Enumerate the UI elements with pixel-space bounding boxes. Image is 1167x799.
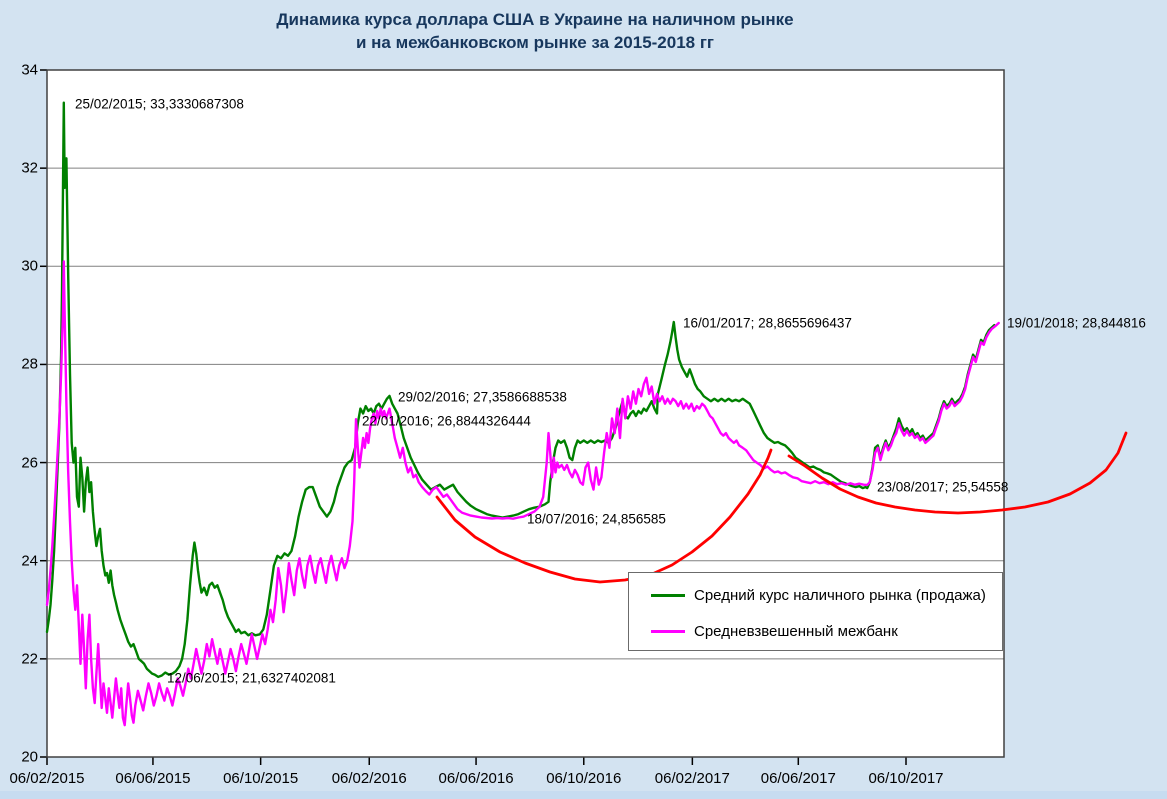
- cash-line-icon: [651, 593, 685, 597]
- legend-label-interbank: Средневзвешенный межбанк: [694, 622, 898, 640]
- data-point-label: 12/06/2015; 21,6327402081: [167, 670, 336, 686]
- interbank-line-icon: [651, 629, 685, 633]
- x-axis-tick-label: 06/06/2015: [115, 770, 191, 787]
- data-point-label: 18/07/2016; 24,856585: [527, 511, 666, 527]
- legend: Средний курс наличного рынка (продажа) С…: [628, 572, 1003, 651]
- data-point-label: 19/01/2018; 28,844816: [1007, 315, 1146, 331]
- plot-border: [46, 69, 1005, 758]
- x-axis-tick-label: 06/02/2016: [331, 770, 407, 787]
- chart-title-line2: и на межбанковском рынке за 2015-2018 гг: [355, 33, 715, 52]
- data-point-label: 25/02/2015; 33,3330687308: [75, 96, 244, 112]
- data-point-label: 29/02/2016; 27,3586688538: [398, 389, 567, 405]
- x-axis-tick-label: 06/10/2015: [223, 770, 299, 787]
- chart-title-line1: Динамика курса доллара США в Украине на …: [276, 10, 794, 29]
- x-axis-tick-label: 06/10/2016: [546, 770, 622, 787]
- x-axis-tick-label: 06/06/2017: [760, 770, 836, 787]
- y-axis-tick-label: 32: [21, 159, 38, 177]
- y-axis-tick-label: 22: [21, 650, 38, 668]
- y-axis-tick-label: 34: [21, 61, 38, 79]
- data-point-label: 16/01/2017; 28,8655696437: [683, 315, 852, 331]
- legend-label-cash: Средний курс наличного рынка (продажа): [694, 586, 986, 604]
- x-axis-tick-label: 06/02/2015: [9, 770, 85, 787]
- series-line-interbank: [45, 260, 1000, 727]
- bottom-strip: [0, 791, 1167, 799]
- chart-title: Динамика курса доллара США в Украине на …: [0, 8, 1070, 54]
- data-point-label: 23/08/2017; 25,54558: [877, 479, 1009, 495]
- x-axis-tick-label: 06/06/2016: [438, 770, 514, 787]
- y-axis-tick-label: 28: [21, 355, 38, 373]
- x-axis-tick-label: 06/10/2017: [868, 770, 944, 787]
- y-axis-tick-label: 24: [21, 552, 38, 570]
- legend-item-cash: Средний курс наличного рынка (продажа): [651, 585, 986, 605]
- x-axis-tick-label: 06/02/2017: [654, 770, 730, 787]
- data-point-label: 22/01/2016; 26,8844326444: [362, 413, 531, 429]
- legend-item-interbank: Средневзвешенный межбанк: [651, 621, 898, 641]
- y-axis-tick-label: 30: [21, 257, 38, 275]
- y-axis-tick-label: 20: [21, 748, 38, 766]
- y-axis-tick-label: 26: [21, 454, 38, 472]
- red-annotation-curve: [787, 431, 1128, 515]
